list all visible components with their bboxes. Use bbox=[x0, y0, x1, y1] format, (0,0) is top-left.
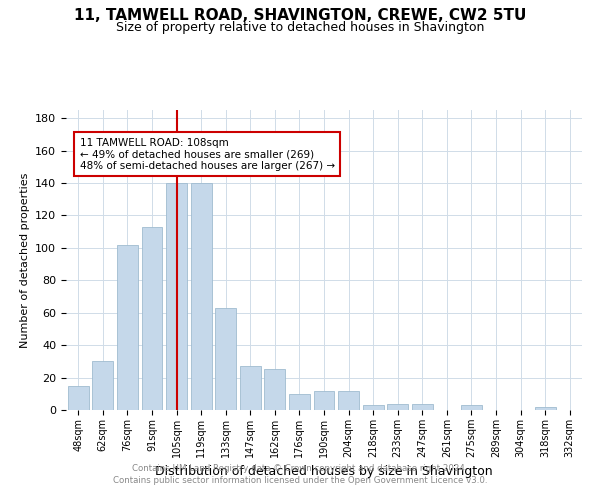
Bar bbox=[362, 405, 383, 410]
Text: 11 TAMWELL ROAD: 108sqm
← 49% of detached houses are smaller (269)
48% of semi-d: 11 TAMWELL ROAD: 108sqm ← 49% of detache… bbox=[80, 138, 335, 171]
Text: 11, TAMWELL ROAD, SHAVINGTON, CREWE, CW2 5TU: 11, TAMWELL ROAD, SHAVINGTON, CREWE, CW2… bbox=[74, 8, 526, 22]
Bar bbox=[92, 362, 113, 410]
Bar bbox=[535, 407, 556, 410]
Text: Contains HM Land Registry data © Crown copyright and database right 2024.: Contains HM Land Registry data © Crown c… bbox=[132, 464, 468, 473]
Text: Contains public sector information licensed under the Open Government Licence v3: Contains public sector information licen… bbox=[113, 476, 487, 485]
Bar bbox=[142, 227, 163, 410]
Bar bbox=[412, 404, 433, 410]
Y-axis label: Number of detached properties: Number of detached properties bbox=[20, 172, 29, 348]
Bar bbox=[314, 390, 334, 410]
X-axis label: Distribution of detached houses by size in Shavington: Distribution of detached houses by size … bbox=[155, 466, 493, 478]
Text: Size of property relative to detached houses in Shavington: Size of property relative to detached ho… bbox=[116, 22, 484, 35]
Bar bbox=[387, 404, 408, 410]
Bar bbox=[461, 405, 482, 410]
Bar bbox=[191, 183, 212, 410]
Bar bbox=[215, 308, 236, 410]
Bar bbox=[338, 390, 359, 410]
Bar bbox=[265, 370, 286, 410]
Bar bbox=[68, 386, 89, 410]
Bar bbox=[166, 183, 187, 410]
Bar bbox=[117, 244, 138, 410]
Bar bbox=[240, 366, 261, 410]
Bar bbox=[289, 394, 310, 410]
